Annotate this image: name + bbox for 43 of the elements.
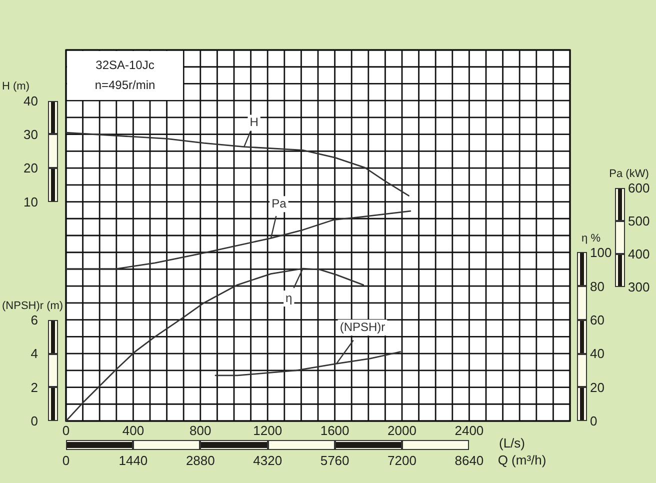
y3-axis-title: Pa (kW)	[609, 168, 649, 180]
y2-tick-label: 80	[590, 278, 604, 294]
x-tick-label: 800	[190, 423, 212, 438]
x-tick-label: 1200	[253, 423, 282, 438]
x2-tick-label: 8640	[454, 453, 484, 468]
y3-tick-label: 600	[628, 180, 650, 196]
y2-tick-label: 100	[590, 245, 612, 260]
x2-tick-label: 1440	[118, 453, 148, 468]
y2-axis-title: η %	[582, 232, 601, 244]
title-box: 32SA-10Jc n=495r/min	[67, 51, 183, 100]
x-axis-title: (L/s)	[499, 436, 525, 451]
y3-tick-label: 300	[628, 280, 650, 295]
y-axis-title: (NPSH)r (m)	[2, 300, 64, 312]
y-tick-label: 30	[24, 127, 38, 142]
x-tick-label: 400	[122, 423, 144, 438]
x2-tick-label: 2880	[186, 453, 215, 468]
y-tick-label: 4	[30, 346, 38, 362]
y-tick-label: 40	[24, 93, 38, 108]
y2-tick-label: 0	[590, 414, 598, 429]
legend-label: η	[286, 290, 292, 305]
x2-tick-label: 5760	[320, 453, 350, 468]
x-tick-label: 0	[62, 423, 70, 438]
x2-tick-label: 7200	[388, 453, 416, 468]
y2-tick-label: 60	[590, 312, 604, 328]
y-tick-label: 10	[24, 194, 38, 210]
x2-axis-title: Q (m³/h)	[498, 452, 546, 468]
x-tick-label: 2000	[388, 423, 416, 438]
y-tick-label: 2	[30, 380, 38, 395]
y2-tick-label: 20	[590, 380, 604, 395]
x-tick-label: 1600	[320, 423, 350, 438]
series-label: Pa	[272, 196, 287, 210]
y-tick-label: 0	[30, 414, 38, 429]
y2-tick-label: 40	[590, 346, 604, 362]
series-label: (NPSH)r	[340, 320, 386, 334]
series-label: H	[250, 115, 258, 130]
y-axis-title: H (m)	[2, 80, 30, 93]
x-tick-label: 2400	[454, 423, 484, 438]
y-tick-label: 20	[24, 160, 38, 176]
y-tick-label: 6	[30, 312, 38, 328]
y3-tick-label: 500	[628, 214, 650, 229]
y3-tick-label: 400	[628, 246, 650, 262]
x2-tick-label: 0	[62, 453, 70, 468]
x2-tick-label: 4320	[253, 453, 282, 468]
